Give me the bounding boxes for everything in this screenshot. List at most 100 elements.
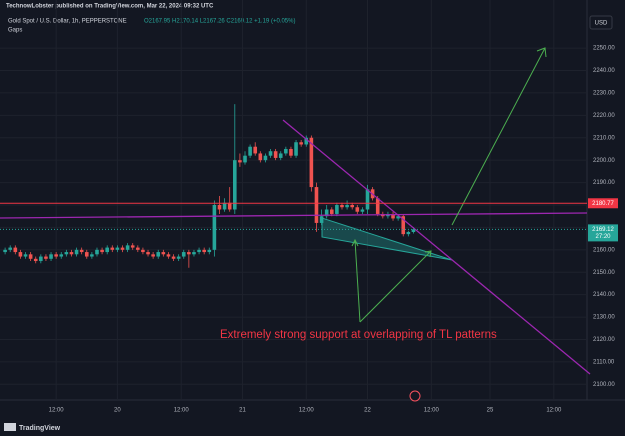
currency[interactable]: USD: [595, 21, 608, 27]
x-tick-label: 12:00: [546, 408, 562, 414]
countdown: 27:20: [595, 234, 611, 240]
candle-body: [294, 142, 298, 156]
candle-body: [202, 249, 206, 253]
candle-body: [90, 254, 94, 257]
candle-body: [3, 249, 7, 253]
candle-body: [141, 249, 145, 253]
candle-body: [156, 252, 161, 257]
y-tick-label: 2210.00: [593, 135, 615, 141]
horizontal-trendline: [0, 212, 588, 219]
candle-body: [222, 202, 227, 210]
candle-body: [248, 146, 252, 156]
candle-body: [197, 249, 201, 253]
candle-body: [64, 252, 69, 255]
candle-body: [181, 252, 186, 257]
candle-body: [345, 205, 349, 208]
candle-body: [49, 254, 53, 259]
candle-body: [340, 205, 344, 208]
candle-body: [136, 247, 140, 250]
pointer-arrow: [354, 239, 361, 323]
last-price-box: [588, 224, 618, 242]
candle-body: [365, 189, 370, 210]
y-tick-label: 2230.00: [593, 91, 615, 97]
target-arrow: [451, 47, 546, 226]
y-tick-label: 2250.00: [593, 46, 615, 52]
candle-body: [171, 256, 176, 259]
candle-body: [23, 254, 28, 257]
candle-body: [130, 245, 135, 248]
candle-body: [375, 198, 380, 214]
candle-body: [120, 247, 125, 250]
candle-body: [304, 137, 309, 145]
candle-body: [212, 205, 217, 250]
candle-body: [253, 146, 258, 154]
descending-trendline: [282, 119, 591, 375]
candle-body: [263, 155, 268, 161]
candle-body: [350, 205, 354, 208]
x-tick-label: 12:00: [49, 408, 65, 414]
candle-body: [105, 247, 109, 253]
candle-body: [268, 151, 273, 156]
event-icon[interactable]: [409, 390, 421, 402]
x-tick-label: 12:00: [299, 408, 315, 414]
candle-body: [391, 213, 395, 219]
candle-body: [309, 137, 314, 188]
candle-body: [227, 202, 232, 210]
candle-body: [289, 148, 293, 156]
y-tick-label: 2110.00: [593, 359, 615, 365]
arrow-head: [424, 250, 432, 258]
candle-body: [335, 205, 339, 214]
y-tick-label: 2130.00: [593, 315, 615, 321]
currency-box[interactable]: [589, 15, 613, 30]
arrow-head: [536, 47, 547, 58]
candle-body: [187, 252, 191, 255]
annotation: Extremely strong support at overlapping …: [220, 329, 497, 341]
y-tick-label: 2240.00: [593, 68, 615, 74]
y-tick-label: 2150.00: [593, 270, 615, 276]
candle-body: [329, 209, 334, 214]
logo-mark: [4, 423, 16, 431]
y-tick-label: 2220.00: [593, 113, 615, 119]
candle-body: [146, 252, 150, 255]
candle-body: [299, 142, 303, 145]
candle-body: [360, 209, 365, 212]
candle-body: [44, 256, 48, 259]
candle-body: [161, 252, 166, 255]
candle-body: [411, 229, 416, 233]
candle-body: [69, 252, 74, 255]
candle-body: [258, 153, 263, 161]
footer-logo: TradingView: [19, 425, 61, 432]
candle-body: [243, 155, 247, 163]
candle-body: [406, 232, 411, 235]
candle-body: [401, 216, 406, 235]
arrow-head: [351, 238, 359, 247]
x-tick-label: 12:00: [424, 408, 440, 414]
candle-body: [115, 247, 120, 250]
y-tick-label: 2120.00: [593, 337, 615, 343]
gaps-label: Gaps: [8, 28, 22, 34]
candle-body: [110, 247, 115, 250]
candle-body: [13, 247, 18, 253]
price-label-box: [588, 198, 618, 209]
candle-body: [74, 249, 79, 255]
candle-body: [166, 254, 171, 257]
candle-body: [95, 249, 99, 255]
candle-body: [278, 153, 283, 158]
candle-body: [79, 249, 84, 253]
candle-body: [54, 254, 58, 257]
candle-body: [39, 256, 43, 262]
candle-body: [396, 216, 400, 219]
candle-body: [8, 247, 13, 250]
candle-body: [176, 256, 181, 259]
candle-body: [151, 254, 155, 257]
candle-body: [324, 209, 329, 217]
x-tick-label: 12:00: [174, 408, 190, 414]
x-tick-label: 25: [487, 408, 494, 414]
price-label: 2180.77: [592, 201, 614, 207]
candle-body: [233, 160, 237, 210]
y-tick-label: 2140.00: [593, 292, 615, 298]
y-tick-label: 2190.00: [593, 180, 615, 186]
y-tick-label: 2100.00: [593, 382, 615, 388]
